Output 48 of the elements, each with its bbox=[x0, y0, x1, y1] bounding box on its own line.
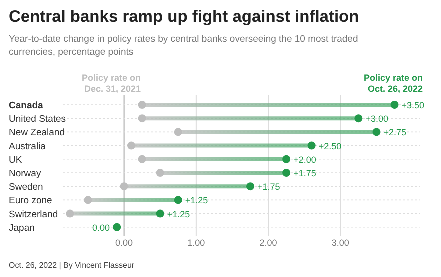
text: Oct. 26, 2022 | By Vincent Flasseur bbox=[9, 261, 135, 270]
point bbox=[128, 142, 136, 150]
y-tick-label: United States bbox=[9, 114, 66, 126]
point bbox=[372, 128, 381, 136]
annotation: +2.00 bbox=[294, 154, 316, 165]
series-label: Policy rate on Oct. 26, 2022 bbox=[364, 73, 423, 94]
y-tick-label: Norway bbox=[9, 168, 42, 180]
y-tick-label: Canada bbox=[9, 100, 44, 112]
point bbox=[174, 128, 182, 136]
point bbox=[354, 114, 363, 123]
series-label: Policy rate on Dec. 31, 2021 bbox=[82, 73, 141, 94]
x-tick-label: 2.00 bbox=[260, 238, 278, 248]
y-tick-label: UK bbox=[9, 154, 23, 166]
annotation: +1.75 bbox=[294, 168, 316, 178]
annotation: +2.75 bbox=[384, 128, 407, 138]
y-tick-label: Switzerland bbox=[9, 209, 58, 220]
point bbox=[84, 196, 92, 204]
point bbox=[308, 142, 316, 150]
point bbox=[156, 169, 164, 177]
point bbox=[390, 101, 399, 109]
x-tick-label: 1.00 bbox=[188, 238, 206, 248]
y-tick-label: Australia bbox=[9, 141, 47, 152]
y-tick-label: Euro zone bbox=[9, 196, 52, 207]
annotation: +2.50 bbox=[318, 141, 342, 152]
chart-subtitle: Year-to-date change in policy rates by central banks overseeing the 10 most traded currencies, percentage points bbox=[9, 34, 358, 58]
y-tick-label: Japan bbox=[9, 222, 35, 234]
annotation: +3.50 bbox=[402, 100, 425, 110]
point bbox=[156, 210, 164, 218]
annotation: +1.25 bbox=[167, 209, 190, 220]
point bbox=[138, 114, 146, 123]
point bbox=[66, 210, 74, 218]
point bbox=[113, 223, 122, 232]
point bbox=[282, 155, 291, 164]
point bbox=[138, 155, 146, 164]
point bbox=[246, 182, 255, 191]
point bbox=[174, 196, 182, 204]
point bbox=[282, 169, 291, 177]
annotation: +3.00 bbox=[366, 114, 388, 124]
x-tick-label: 0.00 bbox=[116, 238, 134, 248]
annotation: 0.00 bbox=[92, 222, 110, 233]
x-tick-label: 3.00 bbox=[332, 238, 350, 248]
annotation: +1.25 bbox=[185, 196, 208, 206]
chart-title: Central banks ramp up fight against inflation bbox=[9, 8, 360, 26]
point bbox=[138, 101, 146, 109]
y-tick-label: New Zealand bbox=[9, 128, 65, 139]
point bbox=[120, 182, 128, 191]
y-tick-label: Sweden bbox=[9, 182, 44, 194]
annotation: +1.75 bbox=[258, 182, 280, 192]
